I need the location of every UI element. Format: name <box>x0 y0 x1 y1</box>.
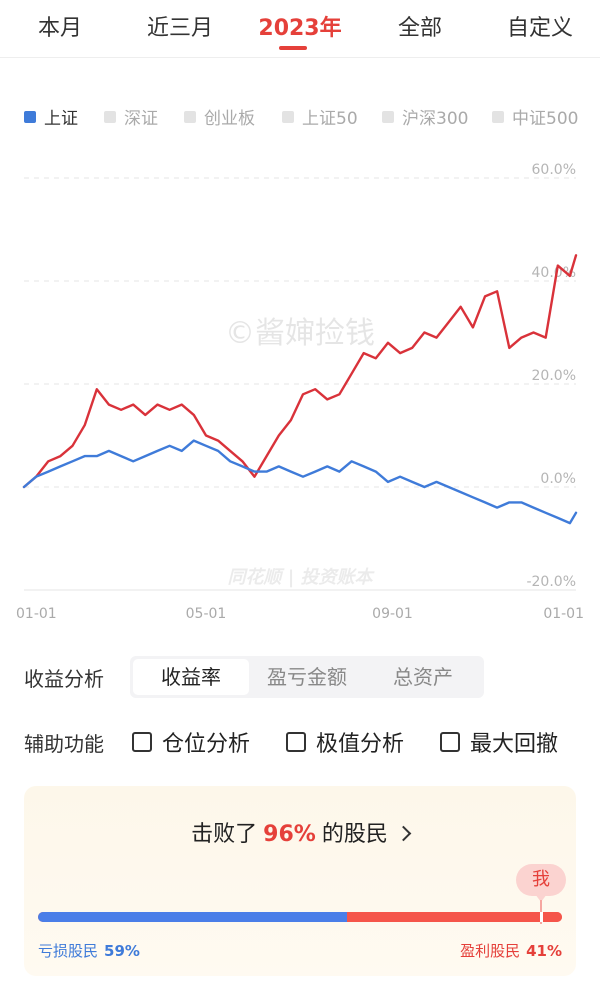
chevron-right-icon <box>395 825 412 842</box>
checkbox-position-analysis[interactable]: 仓位分析 <box>132 726 250 758</box>
index-option-chinext[interactable]: 创业板 <box>184 104 255 129</box>
beat-summary-link[interactable]: 击败了 96% 的股民 <box>24 816 576 848</box>
analysis-segmented-control: 收益率 盈亏金额 总资产 <box>130 656 484 698</box>
index-option-label: 上证 <box>44 109 78 129</box>
legend-swatch <box>282 110 294 123</box>
index-option-csi500[interactable]: 中证500 <box>492 104 578 129</box>
index-option-shanghai[interactable]: 上证 <box>24 104 78 129</box>
period-tabs: 本月 近三月 2023年 全部 自定义 <box>0 0 600 58</box>
checkbox-label: 仓位分析 <box>162 732 251 757</box>
me-marker-tail <box>535 894 548 902</box>
return-chart-svg: ©酱婶捡钱 同花顺 | 投资账本 60.0% 40.0% 20.0% 0.0% -20.… <box>16 162 584 622</box>
y-tick-label: 40.0% <box>532 265 576 281</box>
tab-year-2023[interactable]: 2023年 <box>258 16 342 41</box>
return-chart[interactable]: ©酱婶捡钱 同花顺 | 投资账本 60.0% 40.0% 20.0% 0.0% -20.… <box>0 150 600 630</box>
index-option-sse50[interactable]: 上证50 <box>282 104 358 129</box>
y-tick-label: -20.0% <box>526 574 576 590</box>
y-axis-ticks: 60.0% 40.0% 20.0% 0.0% -20.0% <box>526 162 576 590</box>
aux-row: 辅助功能 仓位分析 极值分析 最大回撤 <box>24 726 558 758</box>
me-position-marker <box>540 912 544 922</box>
index-option-label: 上证50 <box>302 109 358 129</box>
checkbox-extreme-analysis[interactable]: 极值分析 <box>286 726 404 758</box>
x-tick-label: 05-01 <box>186 606 227 622</box>
x-tick-label: 01-01 <box>543 606 584 622</box>
watermark-primary: ©酱婶捡钱 <box>225 316 375 351</box>
analysis-label: 收益分析 <box>24 666 104 691</box>
analysis-option-return-rate[interactable]: 收益率 <box>133 659 249 695</box>
legend-swatch <box>382 110 394 123</box>
analysis-option-profit-loss[interactable]: 盈亏金额 <box>267 665 347 689</box>
index-option-label: 中证500 <box>512 109 579 129</box>
tab-all[interactable]: 全部 <box>397 16 443 41</box>
x-axis-ticks: 01-01 05-01 09-01 01-01 <box>16 606 584 622</box>
beat-suffix: 的股民 <box>321 822 388 847</box>
index-option-shenzhen[interactable]: 深证 <box>104 104 158 129</box>
portfolio-series-line <box>22 254 578 489</box>
index-selector: 上证 深证 创业板 上证50 沪深300 中证500 <box>24 104 584 129</box>
checkbox-label: 最大回撤 <box>470 732 559 757</box>
y-tick-label: 20.0% <box>532 368 576 384</box>
beat-percent: 96% <box>263 822 316 847</box>
loss-investors-stat: 亏损股民 59% <box>38 940 140 961</box>
legend-swatch <box>492 110 504 123</box>
x-tick-label: 09-01 <box>372 606 413 622</box>
checkbox-box[interactable] <box>440 732 461 752</box>
tab-this-month[interactable]: 本月 <box>37 16 83 41</box>
chart-series <box>22 254 578 525</box>
loss-segment <box>38 912 348 922</box>
analysis-row: 收益分析 收益率 盈亏金额 总资产 <box>24 656 484 698</box>
legend-swatch <box>184 110 196 123</box>
index-option-label: 创业板 <box>204 109 255 129</box>
watermark-secondary: 同花顺 | 投资账本 <box>227 567 375 588</box>
checkbox-label: 极值分析 <box>316 732 405 757</box>
checkbox-box[interactable] <box>286 732 307 752</box>
ranking-card: 击败了 96% 的股民 我 亏损股民 59% 盈利股民 41% <box>24 786 576 976</box>
legend-swatch <box>104 110 116 123</box>
profit-segment <box>347 912 562 922</box>
beat-prefix: 击败了 <box>191 822 258 847</box>
index-series-line <box>22 439 578 525</box>
legend-swatch <box>24 110 36 123</box>
checkbox-box[interactable] <box>132 732 152 752</box>
investor-distribution-bar <box>38 912 562 922</box>
me-marker-bubble: 我 <box>516 864 567 896</box>
tab-last-three-months[interactable]: 近三月 <box>146 16 214 41</box>
index-option-label: 沪深300 <box>402 109 469 129</box>
profit-investors-percent: 41% <box>526 942 562 960</box>
loss-investors-label: 亏损股民 <box>38 942 99 960</box>
tab-custom[interactable]: 自定义 <box>506 16 574 41</box>
index-option-label: 深证 <box>124 109 158 129</box>
active-tab-underline <box>279 46 307 50</box>
profit-investors-stat: 盈利股民 41% <box>460 940 562 961</box>
loss-investors-percent: 59% <box>104 942 140 960</box>
y-tick-label: 0.0% <box>540 471 576 487</box>
y-tick-label: 60.0% <box>532 162 576 178</box>
analysis-option-total-assets[interactable]: 总资产 <box>393 665 453 689</box>
chart-grid <box>24 177 576 591</box>
aux-label: 辅助功能 <box>24 731 104 756</box>
index-option-csi300[interactable]: 沪深300 <box>382 104 468 129</box>
x-tick-label: 01-01 <box>16 606 57 622</box>
profit-investors-label: 盈利股民 <box>460 942 521 960</box>
checkbox-max-drawdown[interactable]: 最大回撤 <box>440 726 558 758</box>
